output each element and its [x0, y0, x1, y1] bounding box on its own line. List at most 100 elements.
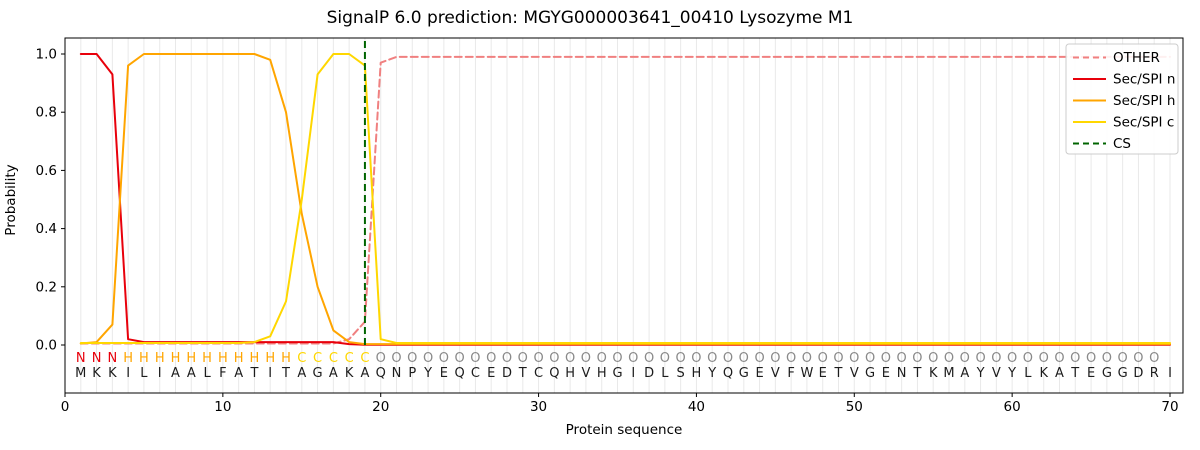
residue-letter: K [92, 366, 101, 381]
residue-letter: I [158, 366, 162, 381]
state-letter: O [628, 351, 638, 366]
y-tick-label: 0.0 [36, 338, 57, 354]
state-letter: O [770, 351, 780, 366]
state-letter: O [881, 351, 891, 366]
y-tick-label: 0.6 [36, 163, 57, 179]
residue-letter: L [1024, 366, 1032, 381]
residue-letter: Q [549, 366, 559, 381]
x-tick-label: 0 [61, 399, 70, 415]
state-letter: O [612, 351, 622, 366]
residue-letter: V [850, 366, 859, 381]
residue-letter: I [1168, 366, 1172, 381]
x-tick-label: 70 [1161, 399, 1178, 415]
state-letter: O [833, 351, 843, 366]
residue-letter: G [1118, 366, 1128, 381]
residue-letter: E [819, 366, 827, 381]
x-axis: 0 10 20 30 40 50 60 70 [61, 393, 1179, 415]
x-tick-label: 20 [372, 399, 389, 415]
state-letter: O [1133, 351, 1143, 366]
residue-letter: T [1070, 366, 1079, 381]
residue-letter: L [203, 366, 211, 381]
residue-letter: G [865, 366, 875, 381]
state-letter: O [1086, 351, 1096, 366]
x-axis-label: Protein sequence [566, 422, 683, 438]
residue-letter: D [1133, 366, 1143, 381]
state-letter: O [644, 351, 654, 366]
residue-letter: T [281, 366, 290, 381]
residue-letter: Y [707, 366, 716, 381]
state-letter: H [171, 351, 181, 366]
state-letter: H [186, 351, 196, 366]
state-letter: H [123, 351, 133, 366]
residue-letter: Y [1007, 366, 1016, 381]
legend-label: Sec/SPI c [1113, 115, 1174, 131]
state-letter: O [518, 351, 528, 366]
legend-box [1065, 43, 1179, 155]
y-axis-label: Probability [3, 164, 19, 235]
residue-letter: E [882, 366, 890, 381]
state-letter: O [1054, 351, 1064, 366]
residue-letter: V [992, 366, 1001, 381]
residue-letter: A [360, 366, 369, 381]
state-letter: O [897, 351, 907, 366]
state-letter: C [297, 351, 306, 366]
residue-letter: G [313, 366, 323, 381]
state-letter: O [486, 351, 496, 366]
residue-letter: E [1087, 366, 1095, 381]
state-letter: C [345, 351, 354, 366]
state-letter: O [1023, 351, 1033, 366]
state-letter: H [250, 351, 260, 366]
residue-letter: H [692, 366, 702, 381]
state-letter: N [92, 351, 102, 366]
series-line-0 [79, 55, 1171, 345]
state-letter: O [723, 351, 733, 366]
state-letter: O [549, 351, 559, 366]
residue-letter: A [234, 366, 243, 381]
axes-box [64, 37, 1184, 394]
state-letter: H [218, 351, 228, 366]
state-letter: O [802, 351, 812, 366]
residue-letter: S [677, 366, 685, 381]
state-letter: O [1118, 351, 1128, 366]
residue-letter: K [345, 366, 354, 381]
residue-letter: I [126, 366, 130, 381]
state-letter: O [660, 351, 670, 366]
legend-label: CS [1113, 136, 1131, 152]
residue-letter: I [268, 366, 272, 381]
x-tick-label: 30 [530, 399, 547, 415]
state-letter: O [455, 351, 465, 366]
residue-letter: W [800, 366, 813, 381]
residue-letter: A [329, 366, 338, 381]
state-letter: C [360, 351, 369, 366]
state-letter: H [234, 351, 244, 366]
state-letter: O [439, 351, 449, 366]
residue-letter: G [1102, 366, 1112, 381]
x-tick-label: 40 [688, 399, 705, 415]
residue-letter: K [929, 366, 938, 381]
residue-letter: E [440, 366, 448, 381]
series-line-2 [79, 53, 1171, 346]
state-letter: O [391, 351, 401, 366]
residue-letter: H [565, 366, 575, 381]
residue-letter: T [912, 366, 921, 381]
residue-letter: K [108, 366, 117, 381]
state-letter: O [407, 351, 417, 366]
state-letter: O [960, 351, 970, 366]
y-axis: 0.0 0.2 0.4 0.6 0.8 1.0 [36, 47, 65, 354]
residue-letter: A [1055, 366, 1064, 381]
state-letter: O [597, 351, 607, 366]
residue-letter: T [518, 366, 527, 381]
state-letter: O [565, 351, 575, 366]
residue-letter: Q [376, 366, 386, 381]
residue-letter: A [171, 366, 180, 381]
state-letter: H [139, 351, 149, 366]
x-tick-label: 50 [846, 399, 863, 415]
y-tick-label: 0.2 [36, 279, 57, 295]
residue-letter: T [834, 366, 843, 381]
residue-letter: V [581, 366, 590, 381]
residue-letter: M [943, 366, 954, 381]
residue-letter: F [787, 366, 794, 381]
state-letter: C [329, 351, 338, 366]
